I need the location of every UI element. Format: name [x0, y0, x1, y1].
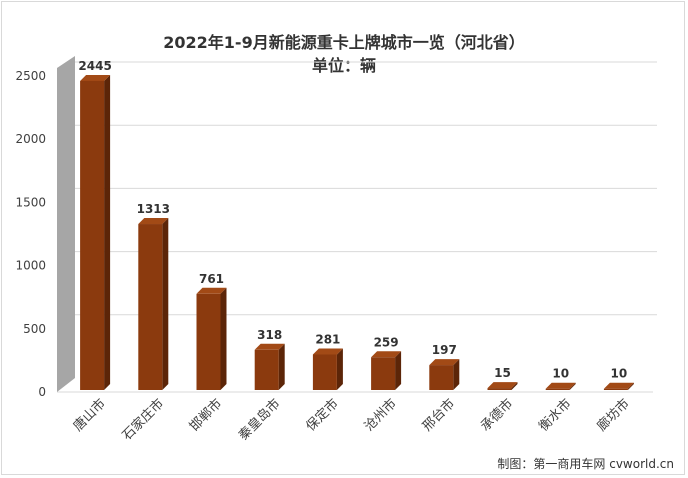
bar-top [80, 74, 111, 81]
credit-text: 制图：第一商用车网 cvworld.cn [497, 457, 674, 471]
data-label: 10 [552, 367, 569, 381]
data-label: 1313 [137, 202, 170, 216]
x-tick-label: 保定市 [303, 396, 342, 435]
bar [429, 365, 454, 390]
gridlines [57, 61, 657, 393]
bar-side [569, 382, 576, 390]
bar-top [487, 382, 518, 389]
x-tick-label: 邯郸市 [186, 396, 225, 435]
data-label: 761 [199, 272, 224, 286]
x-tick-label: 秦皇岛市 [235, 396, 283, 444]
data-label: 259 [374, 335, 399, 349]
bar-side [162, 218, 169, 390]
chart-wall [57, 56, 75, 392]
bar [138, 224, 163, 390]
data-label: 318 [257, 328, 282, 342]
bar-top [603, 382, 634, 389]
left-wall [57, 56, 75, 392]
bar [196, 293, 221, 390]
chart-title: 2022年1-9月新能源重卡上牌城市一览（河北省） [163, 33, 525, 52]
bar [254, 349, 279, 390]
bar-top [254, 343, 285, 350]
data-label: 2445 [78, 59, 111, 73]
y-tick-label: 2000 [15, 132, 46, 146]
bar-side [453, 359, 460, 390]
bar [312, 354, 337, 390]
x-tick-label: 衡水市 [536, 396, 575, 435]
data-label: 15 [494, 366, 511, 380]
y-tick-label: 1500 [15, 195, 46, 209]
bar-side [511, 382, 518, 390]
x-tick-label: 沧州市 [361, 396, 400, 435]
x-axis: 唐山市 石家庄市 邯郸市 秦皇岛市 保定市 沧州市 邢台市 承德市 衡水市 廊坊市 [70, 396, 633, 444]
data-label: 281 [315, 332, 340, 346]
bar [545, 388, 570, 390]
y-tick-label: 1000 [15, 259, 46, 273]
bar-side [395, 351, 402, 390]
y-tick-label: 0 [38, 385, 46, 399]
bar-side [627, 382, 634, 390]
y-tick-label: 2500 [15, 69, 46, 83]
bar-top [312, 348, 343, 355]
x-tick-label: 唐山市 [70, 396, 109, 435]
data-labels: 2445 1313 761 318 281 259 197 15 10 10 [78, 59, 627, 381]
data-label: 10 [611, 367, 628, 381]
bar-top [429, 359, 460, 366]
x-tick-label: 廊坊市 [594, 396, 633, 435]
x-tick-label: 承德市 [477, 396, 516, 435]
y-tick-label: 500 [23, 322, 46, 336]
bar-side [336, 348, 343, 390]
bars [80, 74, 634, 391]
bar [80, 80, 105, 391]
bar-top [371, 351, 402, 358]
bar [603, 388, 628, 390]
bar-side [278, 343, 285, 390]
x-tick-label: 石家庄市 [119, 396, 167, 444]
bar-side [220, 287, 227, 390]
chart-subtitle: 单位：辆 [311, 56, 376, 75]
bar-side [104, 74, 111, 391]
bar [487, 388, 512, 390]
bar-top [138, 218, 169, 225]
bar [371, 357, 396, 390]
y-axis: 0 500 1000 1500 2000 2500 [15, 69, 46, 399]
x-tick-label: 邢台市 [419, 396, 458, 435]
bar-top [196, 287, 227, 294]
bar-top [545, 382, 576, 389]
data-label: 197 [432, 343, 457, 357]
